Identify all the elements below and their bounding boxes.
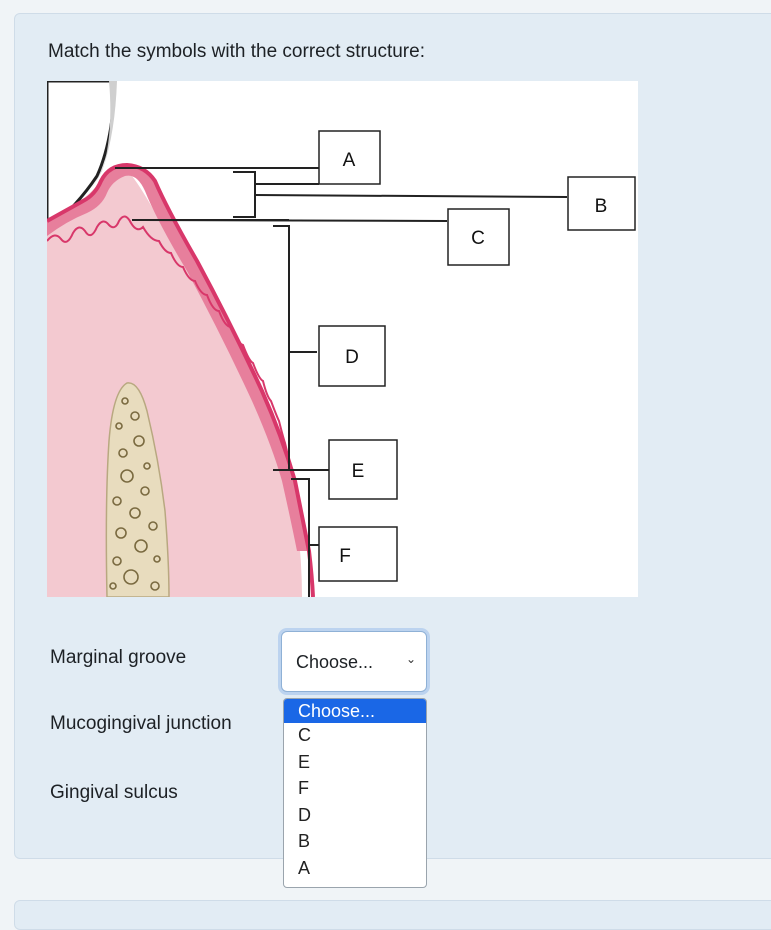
diagram-svg: A B C D E F <box>47 81 636 597</box>
label-box-e <box>328 439 398 500</box>
option-c[interactable]: C <box>298 725 311 745</box>
label-d: D <box>345 347 359 368</box>
option-b[interactable]: B <box>298 831 311 851</box>
label-box-c <box>447 208 510 266</box>
label-b: B <box>595 196 608 217</box>
row-label-marginal-groove: Marginal groove <box>50 647 187 668</box>
row-label-mucogingival-junction: Mucogingival junction <box>50 713 232 734</box>
label-c: C <box>471 228 485 249</box>
label-box-d <box>318 325 386 387</box>
label-box-a <box>318 130 381 185</box>
label-box-b <box>567 176 636 231</box>
option-e[interactable]: E <box>298 751 311 772</box>
chevron-down-icon: ⌄ <box>406 652 417 666</box>
question-text: Match the symbols with the correct struc… <box>48 41 425 62</box>
label-e: E <box>352 461 365 482</box>
select-value: Choose... <box>296 652 374 672</box>
select-dropdown-list: Choose... C E F D B A <box>283 698 427 888</box>
label-a: A <box>343 150 356 171</box>
option-d[interactable]: D <box>298 804 311 825</box>
next-question-card <box>14 900 771 930</box>
option-f[interactable]: F <box>298 778 309 798</box>
gingiva-diagram: A B C D E F <box>47 81 638 597</box>
label-f: F <box>339 546 351 567</box>
answer-select-marginal-groove[interactable]: Choose... ⌄ <box>281 631 427 692</box>
option-a[interactable]: A <box>298 857 311 878</box>
option-choose[interactable]: Choose... <box>284 699 426 723</box>
row-label-gingival-sulcus: Gingival sulcus <box>50 782 178 803</box>
label-box-f <box>318 526 398 582</box>
